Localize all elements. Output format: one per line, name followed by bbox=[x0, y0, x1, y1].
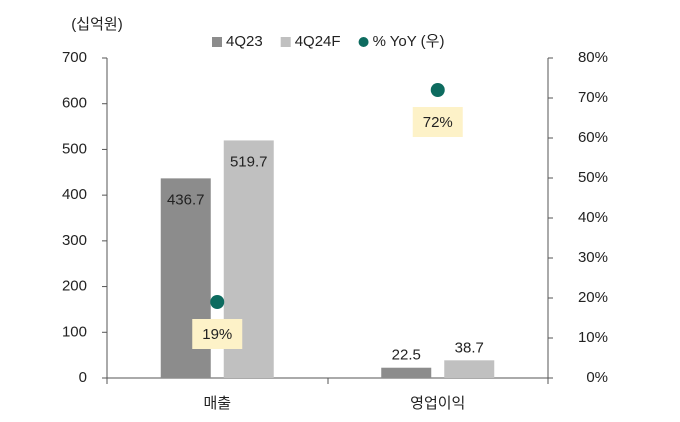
y2-tick-label: 0% bbox=[586, 369, 608, 386]
y-tick-label: 400 bbox=[62, 186, 87, 203]
y2-tick-label: 80% bbox=[578, 49, 608, 66]
bar bbox=[444, 360, 495, 378]
y2-tick-label: 50% bbox=[578, 169, 608, 186]
y2-tick-label: 10% bbox=[578, 329, 608, 346]
y-tick-label: 0 bbox=[79, 369, 87, 386]
y2-tick-label: 70% bbox=[578, 89, 608, 106]
value-label: 436.7 bbox=[167, 191, 205, 208]
y2-tick-label: 30% bbox=[578, 249, 608, 266]
yoy-point bbox=[210, 295, 225, 309]
y2-tick-label: 40% bbox=[578, 209, 608, 226]
legend-marker bbox=[212, 37, 222, 47]
value-label: 38.7 bbox=[455, 339, 484, 356]
value-label: 72% bbox=[423, 114, 453, 131]
value-label: 22.5 bbox=[392, 347, 421, 364]
y-tick-label: 300 bbox=[62, 232, 87, 249]
legend-marker bbox=[358, 37, 369, 47]
value-label-box bbox=[412, 107, 463, 137]
y-tick-label: 100 bbox=[62, 323, 87, 340]
y-tick-label: 200 bbox=[62, 278, 87, 295]
x-tick-label: 매출 bbox=[203, 395, 231, 412]
y-tick-label: 700 bbox=[62, 49, 87, 66]
value-label: 19% bbox=[202, 326, 232, 343]
legend-label: 4Q24F bbox=[295, 33, 341, 50]
yoy-point bbox=[430, 83, 445, 97]
x-tick-label: 영업이익 bbox=[410, 395, 465, 412]
y-tick-label: 500 bbox=[62, 140, 87, 157]
y2-tick-label: 60% bbox=[578, 129, 608, 146]
y-tick-label: 600 bbox=[62, 95, 87, 112]
legend-label: 4Q23 bbox=[226, 33, 263, 50]
y2-tick-label: 20% bbox=[578, 289, 608, 306]
legend-marker bbox=[280, 37, 291, 47]
value-label: 519.7 bbox=[230, 153, 268, 170]
value-label-box bbox=[192, 319, 243, 349]
y-axis-unit: (십억원) bbox=[71, 16, 122, 33]
bar bbox=[381, 367, 432, 378]
legend-label: % YoY (우) bbox=[373, 33, 445, 50]
